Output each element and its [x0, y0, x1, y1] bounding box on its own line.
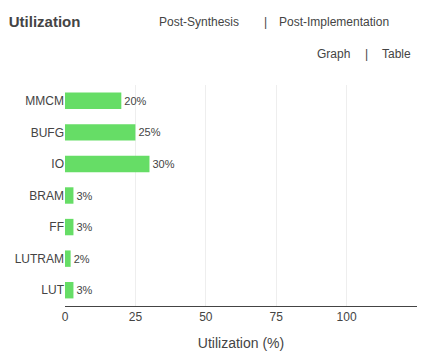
- svg-text:FF: FF: [49, 220, 64, 234]
- svg-text:Utilization (%): Utilization (%): [198, 335, 284, 351]
- svg-text:|: |: [365, 47, 368, 61]
- svg-text:Table: Table: [382, 47, 411, 61]
- svg-text:75: 75: [270, 310, 284, 324]
- svg-text:Utilization: Utilization: [9, 13, 81, 30]
- svg-text:100: 100: [337, 310, 357, 324]
- svg-text:LUT: LUT: [41, 283, 64, 297]
- svg-text:LUTRAM: LUTRAM: [15, 252, 64, 266]
- svg-text:20%: 20%: [124, 95, 146, 107]
- svg-text:25%: 25%: [138, 126, 160, 138]
- svg-text:2%: 2%: [74, 253, 90, 265]
- svg-text:IO: IO: [51, 157, 64, 171]
- svg-text:Post-Synthesis: Post-Synthesis: [159, 15, 239, 29]
- svg-text:BUFG: BUFG: [31, 126, 64, 140]
- svg-text:MMCM: MMCM: [25, 94, 64, 108]
- svg-text:50: 50: [199, 310, 213, 324]
- svg-text:0: 0: [62, 310, 69, 324]
- svg-text:Graph: Graph: [317, 47, 350, 61]
- svg-text:|: |: [264, 15, 267, 29]
- svg-text:3%: 3%: [76, 284, 92, 296]
- svg-text:3%: 3%: [76, 190, 92, 202]
- svg-text:3%: 3%: [76, 221, 92, 233]
- svg-text:Post-Implementation: Post-Implementation: [279, 15, 389, 29]
- svg-text:25: 25: [129, 310, 143, 324]
- svg-text:30%: 30%: [152, 158, 174, 170]
- svg-text:BRAM: BRAM: [29, 189, 64, 203]
